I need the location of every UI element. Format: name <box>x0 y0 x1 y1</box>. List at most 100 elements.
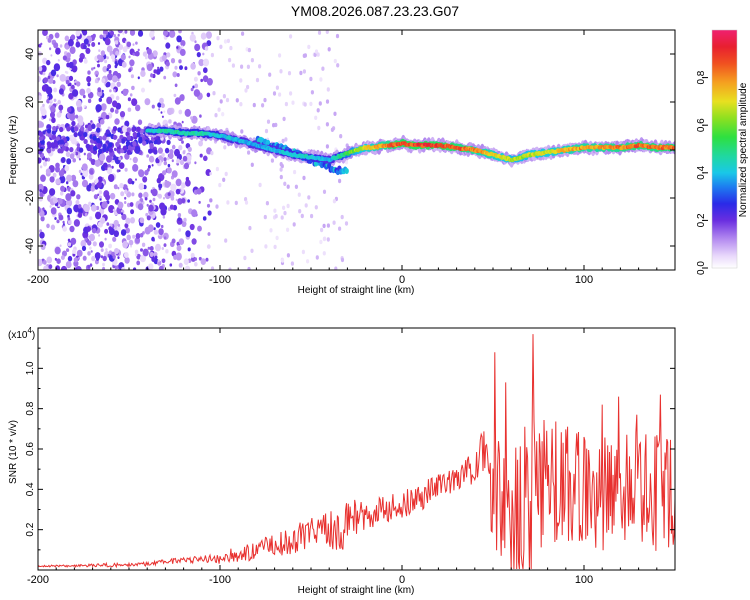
noise-blob <box>78 119 84 126</box>
noise-blob <box>99 34 104 40</box>
noise-blob <box>158 108 161 111</box>
noise-blob <box>283 181 287 186</box>
noise-blob <box>206 78 213 86</box>
noise-blob <box>135 148 140 154</box>
noise-blob <box>43 265 49 270</box>
noise-blob <box>118 156 122 161</box>
noise-blob <box>97 77 100 81</box>
noise-blob <box>149 79 152 82</box>
noise-blob <box>104 37 111 46</box>
noise-blob <box>90 158 96 166</box>
noise-blob <box>163 236 167 240</box>
noise-blob <box>86 87 91 94</box>
noise-blob <box>183 217 187 223</box>
noise-blob <box>117 30 123 34</box>
noise-blob <box>118 169 121 172</box>
noise-blob <box>307 195 311 200</box>
noise-blob <box>138 183 145 190</box>
noise-blob <box>344 221 349 226</box>
noise-blob <box>174 97 181 105</box>
noise-blob <box>50 99 53 103</box>
noise-blob <box>132 234 136 239</box>
noise-blob <box>250 248 254 253</box>
noise-blob <box>120 54 126 61</box>
noise-blob <box>96 181 102 189</box>
noise-blob <box>80 172 83 176</box>
noise-blob <box>170 58 176 64</box>
noise-blob <box>340 257 345 263</box>
noise-blob <box>38 259 43 267</box>
noise-blob <box>250 162 254 167</box>
noise-blob <box>52 125 57 132</box>
noise-blob <box>114 64 118 69</box>
noise-blob <box>86 76 92 83</box>
noise-blob <box>189 223 195 231</box>
noise-blob <box>155 68 161 75</box>
noise-blob <box>106 96 113 105</box>
noise-blob <box>49 188 56 196</box>
noise-blob <box>95 104 102 113</box>
noise-blob <box>114 118 120 125</box>
spectrogram-marks <box>38 30 675 270</box>
noise-blob <box>58 104 64 111</box>
noise-blob <box>59 44 63 48</box>
noise-blob <box>83 138 88 145</box>
noise-blob <box>95 178 99 184</box>
noise-blob <box>162 170 166 175</box>
noise-blob <box>318 101 322 106</box>
noise-blob <box>92 135 97 141</box>
noise-blob <box>69 225 75 233</box>
noise-blob <box>310 213 314 219</box>
noise-blob <box>46 157 51 162</box>
noise-blob <box>39 121 44 128</box>
snr-xlabel: Height of straight line (km) <box>298 585 415 596</box>
noise-blob <box>146 215 151 221</box>
noise-blob <box>339 134 343 139</box>
noise-blob <box>239 78 243 83</box>
noise-blob <box>67 217 71 221</box>
noise-blob <box>94 159 101 167</box>
colorbar-ticks: 0.0 0.2 0.4 0.6 0.8 <box>696 70 708 275</box>
noise-blob <box>97 54 102 60</box>
noise-blob <box>38 196 43 202</box>
noise-blob <box>42 30 48 36</box>
snr-ytick-label: 0.8 <box>25 401 36 415</box>
noise-blob <box>89 216 93 221</box>
noise-blob <box>129 59 135 67</box>
noise-blob <box>270 158 274 163</box>
noise-blob <box>250 58 254 63</box>
noise-blob <box>120 191 125 197</box>
noise-blob <box>181 120 184 124</box>
noise-blob <box>165 61 170 67</box>
noise-blob <box>151 164 154 167</box>
noise-blob <box>161 152 165 158</box>
noise-blob <box>38 135 44 141</box>
noise-blob <box>244 88 248 93</box>
noise-blob <box>135 41 138 45</box>
noise-blob <box>153 69 157 74</box>
noise-blob <box>55 162 60 169</box>
noise-blob <box>84 212 88 217</box>
noise-blob <box>185 176 190 182</box>
noise-blob <box>71 84 75 90</box>
noise-blob <box>66 52 71 59</box>
noise-blob <box>69 147 74 153</box>
noise-blob <box>72 180 79 188</box>
noise-blob <box>87 240 92 246</box>
noise-blob <box>102 147 107 153</box>
noise-blob <box>134 52 138 57</box>
noise-blob <box>148 204 154 212</box>
noise-blob <box>224 238 228 243</box>
noise-blob <box>157 147 163 154</box>
noise-blob <box>124 120 130 128</box>
noise-blob <box>97 63 100 68</box>
noise-blob <box>95 211 102 220</box>
noise-blob <box>163 161 167 166</box>
noise-blob <box>89 263 93 267</box>
noise-blob <box>129 202 134 207</box>
noise-blob <box>286 184 290 189</box>
snr-panel: -200 -100 0 100 0.2 0.4 0.6 0.8 1.0 (x104) Heigh… <box>8 326 676 596</box>
noise-blob <box>115 50 119 56</box>
noise-blob <box>110 54 116 60</box>
